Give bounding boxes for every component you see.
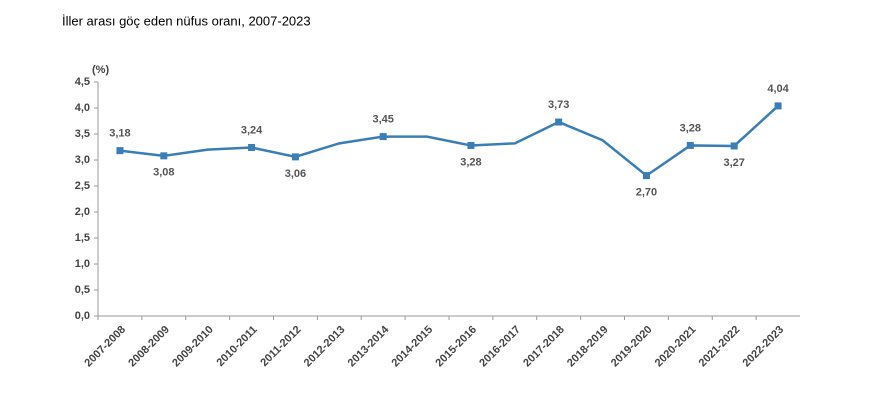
- x-tick-label: 2020-2021: [653, 324, 699, 370]
- y-tick-label: 2,5: [75, 180, 90, 192]
- x-tick-label: 2009-2010: [170, 324, 216, 370]
- marker: [730, 142, 738, 150]
- x-tick-label: 2022-2023: [741, 324, 787, 370]
- x-tick-label: 2015-2016: [433, 324, 479, 370]
- line: [119, 104, 779, 178]
- y-tick-label: 0,0: [75, 310, 90, 322]
- x-tick-label: 2018-2019: [565, 324, 611, 370]
- marker: [248, 144, 256, 152]
- x-tick-label: 2014-2015: [390, 324, 436, 370]
- marker: [686, 141, 694, 149]
- data-label: 3,24: [241, 124, 263, 136]
- marker: [291, 153, 299, 161]
- x-tick-label: 2011-2012: [258, 324, 303, 369]
- marker: [379, 133, 387, 141]
- data-label: 3,28: [680, 122, 701, 134]
- y-axis-label: (%): [92, 64, 109, 76]
- marker: [555, 118, 563, 126]
- x-tick-label: 2021-2022: [697, 324, 743, 370]
- data-label: 3,45: [372, 114, 393, 126]
- marker: [160, 152, 168, 160]
- marker: [467, 141, 475, 149]
- x-tick-label: 2013-2014: [346, 323, 392, 369]
- x-tick-label: 2016-2017: [477, 324, 523, 370]
- x-tick-label: 2010-2011: [214, 324, 259, 369]
- data-label: 4,04: [767, 83, 789, 95]
- data-label: 3,08: [153, 167, 174, 179]
- data-label: 3,28: [460, 156, 481, 168]
- y-tick-label: 1,0: [75, 258, 90, 270]
- x-tick-label: 2008-2009: [126, 324, 172, 370]
- y-tick-label: 2,0: [75, 206, 90, 218]
- marker: [642, 172, 650, 180]
- y-tick-label: 4,5: [75, 76, 90, 88]
- marker: [774, 102, 782, 110]
- chart-title: İller arası göç eden nüfus oranı, 2007-2…: [62, 13, 311, 28]
- data-label: 3,73: [548, 99, 569, 111]
- y-tick-label: 3,5: [75, 128, 90, 140]
- data-label: 3,27: [723, 157, 744, 169]
- x-tick-label: 2017-2018: [521, 324, 567, 370]
- y-tick-label: 0,5: [75, 284, 90, 296]
- y-tick-label: 1,5: [75, 232, 90, 244]
- data-label: 3,18: [109, 128, 130, 140]
- y-tick-label: 3,0: [75, 154, 90, 166]
- x-tick-label: 2007-2008: [82, 324, 128, 370]
- data-label: 2,70: [636, 187, 657, 199]
- x-tick-label: 2019-2020: [609, 324, 655, 370]
- marker: [116, 147, 124, 155]
- y-tick-label: 4,0: [75, 102, 90, 114]
- data-label: 3,06: [285, 168, 306, 180]
- x-tick-label: 2012-2013: [302, 324, 348, 370]
